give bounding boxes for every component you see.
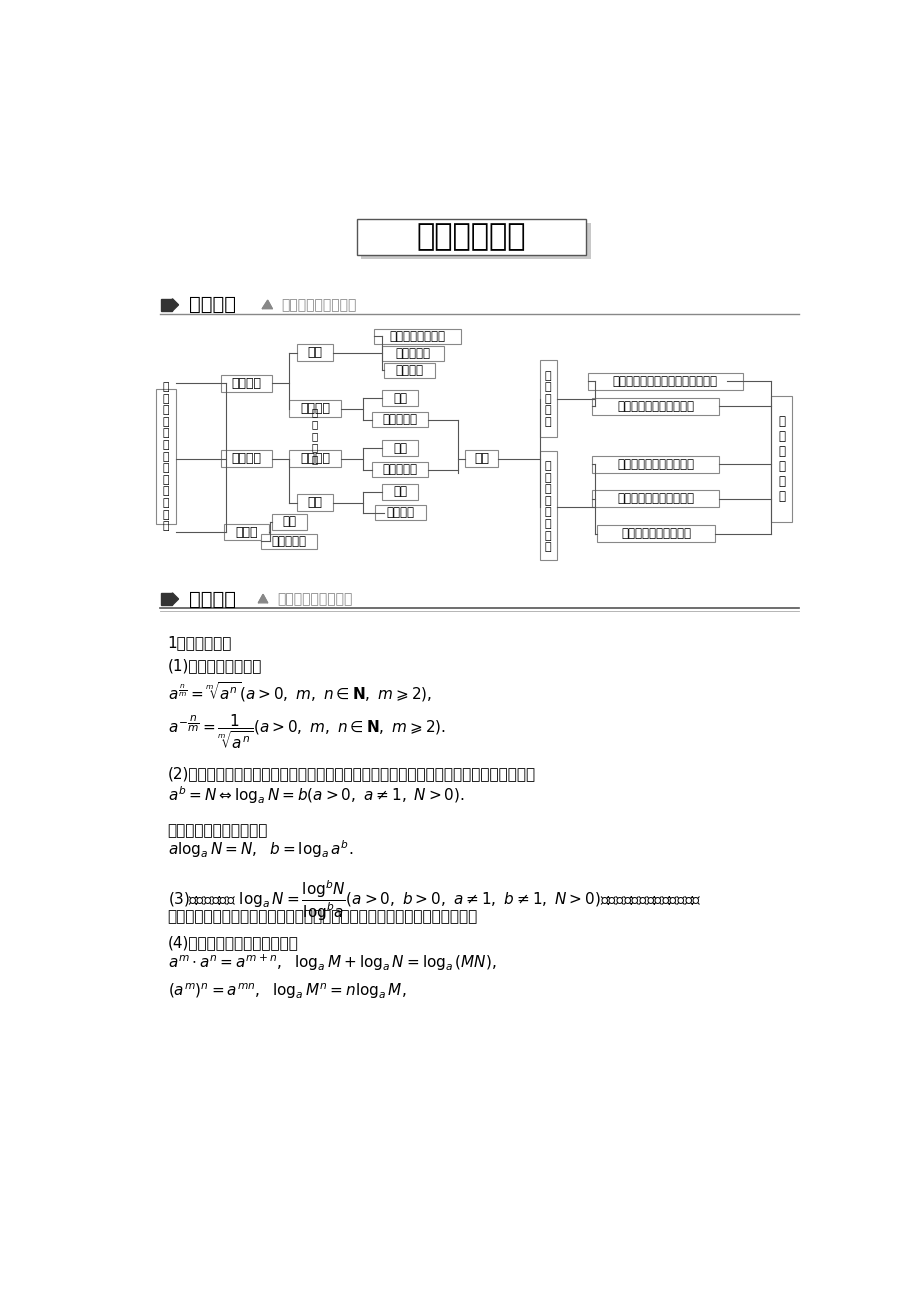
Text: 知识网络: 知识网络 — [188, 296, 235, 314]
FancyBboxPatch shape — [221, 375, 272, 392]
Text: $a\log_aN=N,\ \ b=\log_aa^b.$: $a\log_aN=N,\ \ b=\log_aa^b.$ — [167, 838, 353, 861]
Text: $a^{-\dfrac{n}{m}}=\dfrac{1}{\sqrt[m]{a^n}}(a>0,\ m,\ n\in\mathbf{N},\ m\geqslan: $a^{-\dfrac{n}{m}}=\dfrac{1}{\sqrt[m]{a^… — [167, 713, 446, 751]
Text: 概念: 概念 — [392, 486, 407, 499]
Polygon shape — [172, 298, 178, 311]
FancyBboxPatch shape — [156, 389, 176, 525]
FancyBboxPatch shape — [771, 396, 790, 522]
Text: 应用: 应用 — [473, 452, 489, 465]
FancyBboxPatch shape — [592, 456, 719, 473]
Text: 图像与性质: 图像与性质 — [382, 464, 417, 477]
Text: 图像与性质: 图像与性质 — [382, 413, 417, 426]
Text: 对数换成相同底数的对数，这样，一可以进行换算，二可以通过对数表求值．: 对数换成相同底数的对数，这样，一可以进行换算，二可以通过对数表求值． — [167, 909, 478, 924]
Text: (1)分数指数的定义：: (1)分数指数的定义： — [167, 659, 262, 673]
FancyBboxPatch shape — [539, 361, 556, 437]
Text: 整合要点，诠释疑点: 整合要点，诠释疑点 — [278, 592, 353, 605]
Text: 幂函数: 幂函数 — [235, 526, 257, 539]
Polygon shape — [258, 595, 267, 603]
FancyBboxPatch shape — [539, 452, 556, 560]
FancyBboxPatch shape — [357, 219, 585, 255]
Text: 函
数
与
方
程: 函 数 与 方 程 — [544, 371, 550, 427]
Text: 指数: 指数 — [307, 346, 322, 359]
FancyBboxPatch shape — [221, 450, 272, 467]
Polygon shape — [162, 592, 172, 605]
Polygon shape — [162, 298, 172, 311]
Text: 指数函数: 指数函数 — [300, 402, 330, 415]
Text: $a^m\cdot a^n=a^{m+n},\ \ \log_aM+\log_aN=\log_a(MN),$: $a^m\cdot a^n=a^{m+n},\ \ \log_aM+\log_a… — [167, 953, 496, 974]
Text: 函数的零点与其对应方程根的关系: 函数的零点与其对应方程根的关系 — [612, 375, 717, 388]
FancyBboxPatch shape — [372, 462, 427, 478]
FancyBboxPatch shape — [372, 411, 427, 427]
Polygon shape — [172, 592, 178, 605]
FancyBboxPatch shape — [382, 484, 417, 500]
FancyBboxPatch shape — [587, 372, 742, 389]
Text: $(a^m)^n=a^{mn},\ \ \log_aM^n=n\log_aM,$: $(a^m)^n=a^{mn},\ \ \log_aM^n=n\log_aM,$ — [167, 982, 406, 1001]
FancyBboxPatch shape — [465, 450, 497, 467]
Text: 运算性质: 运算性质 — [386, 506, 414, 519]
Text: 章末复习提升: 章末复习提升 — [416, 223, 526, 251]
FancyBboxPatch shape — [297, 344, 333, 361]
Text: 指
数
函
数
，
对
数
函
数
和
幂
函
数: 指 数 函 数 ， 对 数 函 数 和 幂 函 数 — [163, 381, 169, 531]
FancyBboxPatch shape — [592, 398, 719, 415]
Text: 互
为
反
函
数: 互 为 反 函 数 — [312, 408, 318, 464]
Text: 1．指数和对数: 1．指数和对数 — [167, 635, 232, 650]
FancyBboxPatch shape — [261, 534, 317, 549]
Text: 函
数
模
型
及
其
应
用: 函 数 模 型 及 其 应 用 — [544, 461, 550, 552]
FancyBboxPatch shape — [592, 491, 719, 508]
Text: 用二分法求方程的近似解: 用二分法求方程的近似解 — [617, 400, 694, 413]
Text: 整数指数幂及根式: 整数指数幂及根式 — [389, 329, 445, 342]
FancyBboxPatch shape — [381, 345, 443, 361]
Text: 概念: 概念 — [282, 516, 296, 529]
FancyBboxPatch shape — [271, 514, 307, 530]
Text: 分数指数幂: 分数指数幂 — [394, 346, 430, 359]
Text: 图像与性质: 图像与性质 — [272, 535, 307, 548]
Text: 解
决
实
际
问
题: 解 决 实 际 问 题 — [777, 415, 784, 503]
Text: $a^b=N\Leftrightarrow\log_a N=b(a>0,\ a\neq 1,\ N>0).$: $a^b=N\Leftrightarrow\log_a N=b(a>0,\ a\… — [167, 785, 464, 806]
Text: (2)如同减法是加法的逆运算，除法是乘法的逆运算一样，对数运算是指数运算的逆运算．: (2)如同减法是加法的逆运算，除法是乘法的逆运算一样，对数运算是指数运算的逆运算… — [167, 766, 535, 781]
Text: 由此可得到对数恒等式：: 由此可得到对数恒等式： — [167, 823, 267, 838]
FancyBboxPatch shape — [374, 505, 425, 521]
Text: 指数函数: 指数函数 — [232, 376, 262, 389]
Text: 对数: 对数 — [307, 496, 322, 509]
FancyBboxPatch shape — [382, 391, 417, 406]
FancyBboxPatch shape — [383, 362, 435, 378]
Text: 对数函数: 对数函数 — [300, 452, 330, 465]
Text: 系统盘点，提炼主干: 系统盘点，提炼主干 — [281, 298, 357, 312]
Text: 运算性质: 运算性质 — [395, 363, 423, 376]
FancyBboxPatch shape — [373, 328, 460, 344]
Text: (4)指数和对数的运算法则有：: (4)指数和对数的运算法则有： — [167, 935, 299, 950]
Text: 对数函数: 对数函数 — [232, 452, 262, 465]
Text: 建立函数模型解决问题: 建立函数模型解决问题 — [620, 527, 690, 540]
FancyBboxPatch shape — [361, 223, 590, 259]
FancyBboxPatch shape — [596, 525, 714, 542]
Text: $a^{\frac{n}{m}}=\sqrt[m]{a^n}(a>0,\ m,\ n\in\mathbf{N},\ m\geqslant 2),$: $a^{\frac{n}{m}}=\sqrt[m]{a^n}(a>0,\ m,\… — [167, 680, 431, 704]
FancyBboxPatch shape — [297, 495, 333, 512]
Text: 概念: 概念 — [392, 441, 407, 454]
Text: 用已知函数模型解决问题: 用已知函数模型解决问题 — [617, 492, 694, 505]
Text: (3)对数换底公式 $\log_aN=\dfrac{\log^b\!N}{\log^b\!a}(a>0,\ b>0,\ a\neq 1,\ b\neq 1,\ : (3)对数换底公式 $\log_aN=\dfrac{\log^b\!N}{\lo… — [167, 879, 700, 923]
Polygon shape — [262, 301, 272, 309]
Text: 几类不同增长的函数模型: 几类不同增长的函数模型 — [617, 458, 694, 471]
Text: 要点归纳: 要点归纳 — [188, 590, 235, 608]
Text: 概念: 概念 — [392, 392, 407, 405]
FancyBboxPatch shape — [289, 400, 340, 417]
FancyBboxPatch shape — [382, 440, 417, 456]
FancyBboxPatch shape — [289, 450, 340, 467]
FancyBboxPatch shape — [224, 523, 269, 540]
